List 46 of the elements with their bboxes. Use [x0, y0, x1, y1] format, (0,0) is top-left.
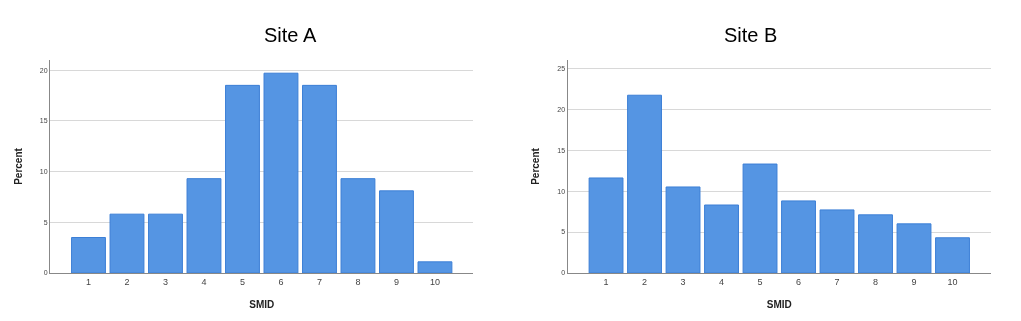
bar	[627, 94, 662, 273]
bar	[302, 84, 337, 273]
x-tick-label: 9	[911, 276, 917, 287]
bar	[148, 213, 183, 273]
bar	[742, 163, 778, 273]
bar	[665, 186, 701, 273]
x-tick-label: 5	[757, 276, 763, 287]
x-tick-label: 10	[429, 276, 440, 287]
chart-title: Site A	[264, 24, 317, 46]
x-tick-label: 3	[680, 276, 686, 287]
bar	[896, 223, 932, 273]
x-tick-label: 4	[719, 276, 725, 287]
x-axis-title: SMID	[249, 299, 275, 311]
x-tick-label: 5	[239, 276, 245, 287]
chart-title: Site B	[724, 24, 778, 46]
x-tick-label: 7	[834, 276, 840, 287]
x-axis-title: SMID	[766, 299, 792, 311]
x-tick-label: 9	[393, 276, 399, 287]
x-tick-label: 3	[162, 276, 168, 287]
x-tick-label: 1	[85, 276, 92, 287]
x-tick-label: 4	[201, 276, 207, 287]
bar	[417, 261, 453, 273]
bar	[340, 178, 376, 273]
x-tick-label: 1	[603, 276, 609, 287]
bar	[71, 237, 106, 273]
bar	[858, 214, 893, 273]
bar	[704, 204, 739, 273]
bar	[781, 200, 816, 273]
x-tick-label: 6	[278, 276, 284, 287]
bar	[379, 190, 414, 273]
x-tick-label: 8	[355, 276, 361, 287]
bar	[588, 177, 624, 273]
x-tick-label: 7	[316, 276, 322, 287]
x-tick-label: 6	[796, 276, 802, 287]
y-axis-title: Percent	[12, 147, 24, 185]
x-tick-label: 10	[947, 276, 958, 287]
y-axis-title: Percent	[530, 147, 542, 185]
bar	[263, 72, 299, 273]
bar	[819, 209, 855, 273]
bar	[186, 178, 222, 273]
x-tick-label: 2	[124, 276, 130, 287]
bar	[109, 213, 145, 273]
bar	[225, 84, 260, 273]
x-tick-label: 8	[873, 276, 879, 287]
x-tick-label: 2	[642, 276, 648, 287]
bar	[935, 237, 970, 273]
